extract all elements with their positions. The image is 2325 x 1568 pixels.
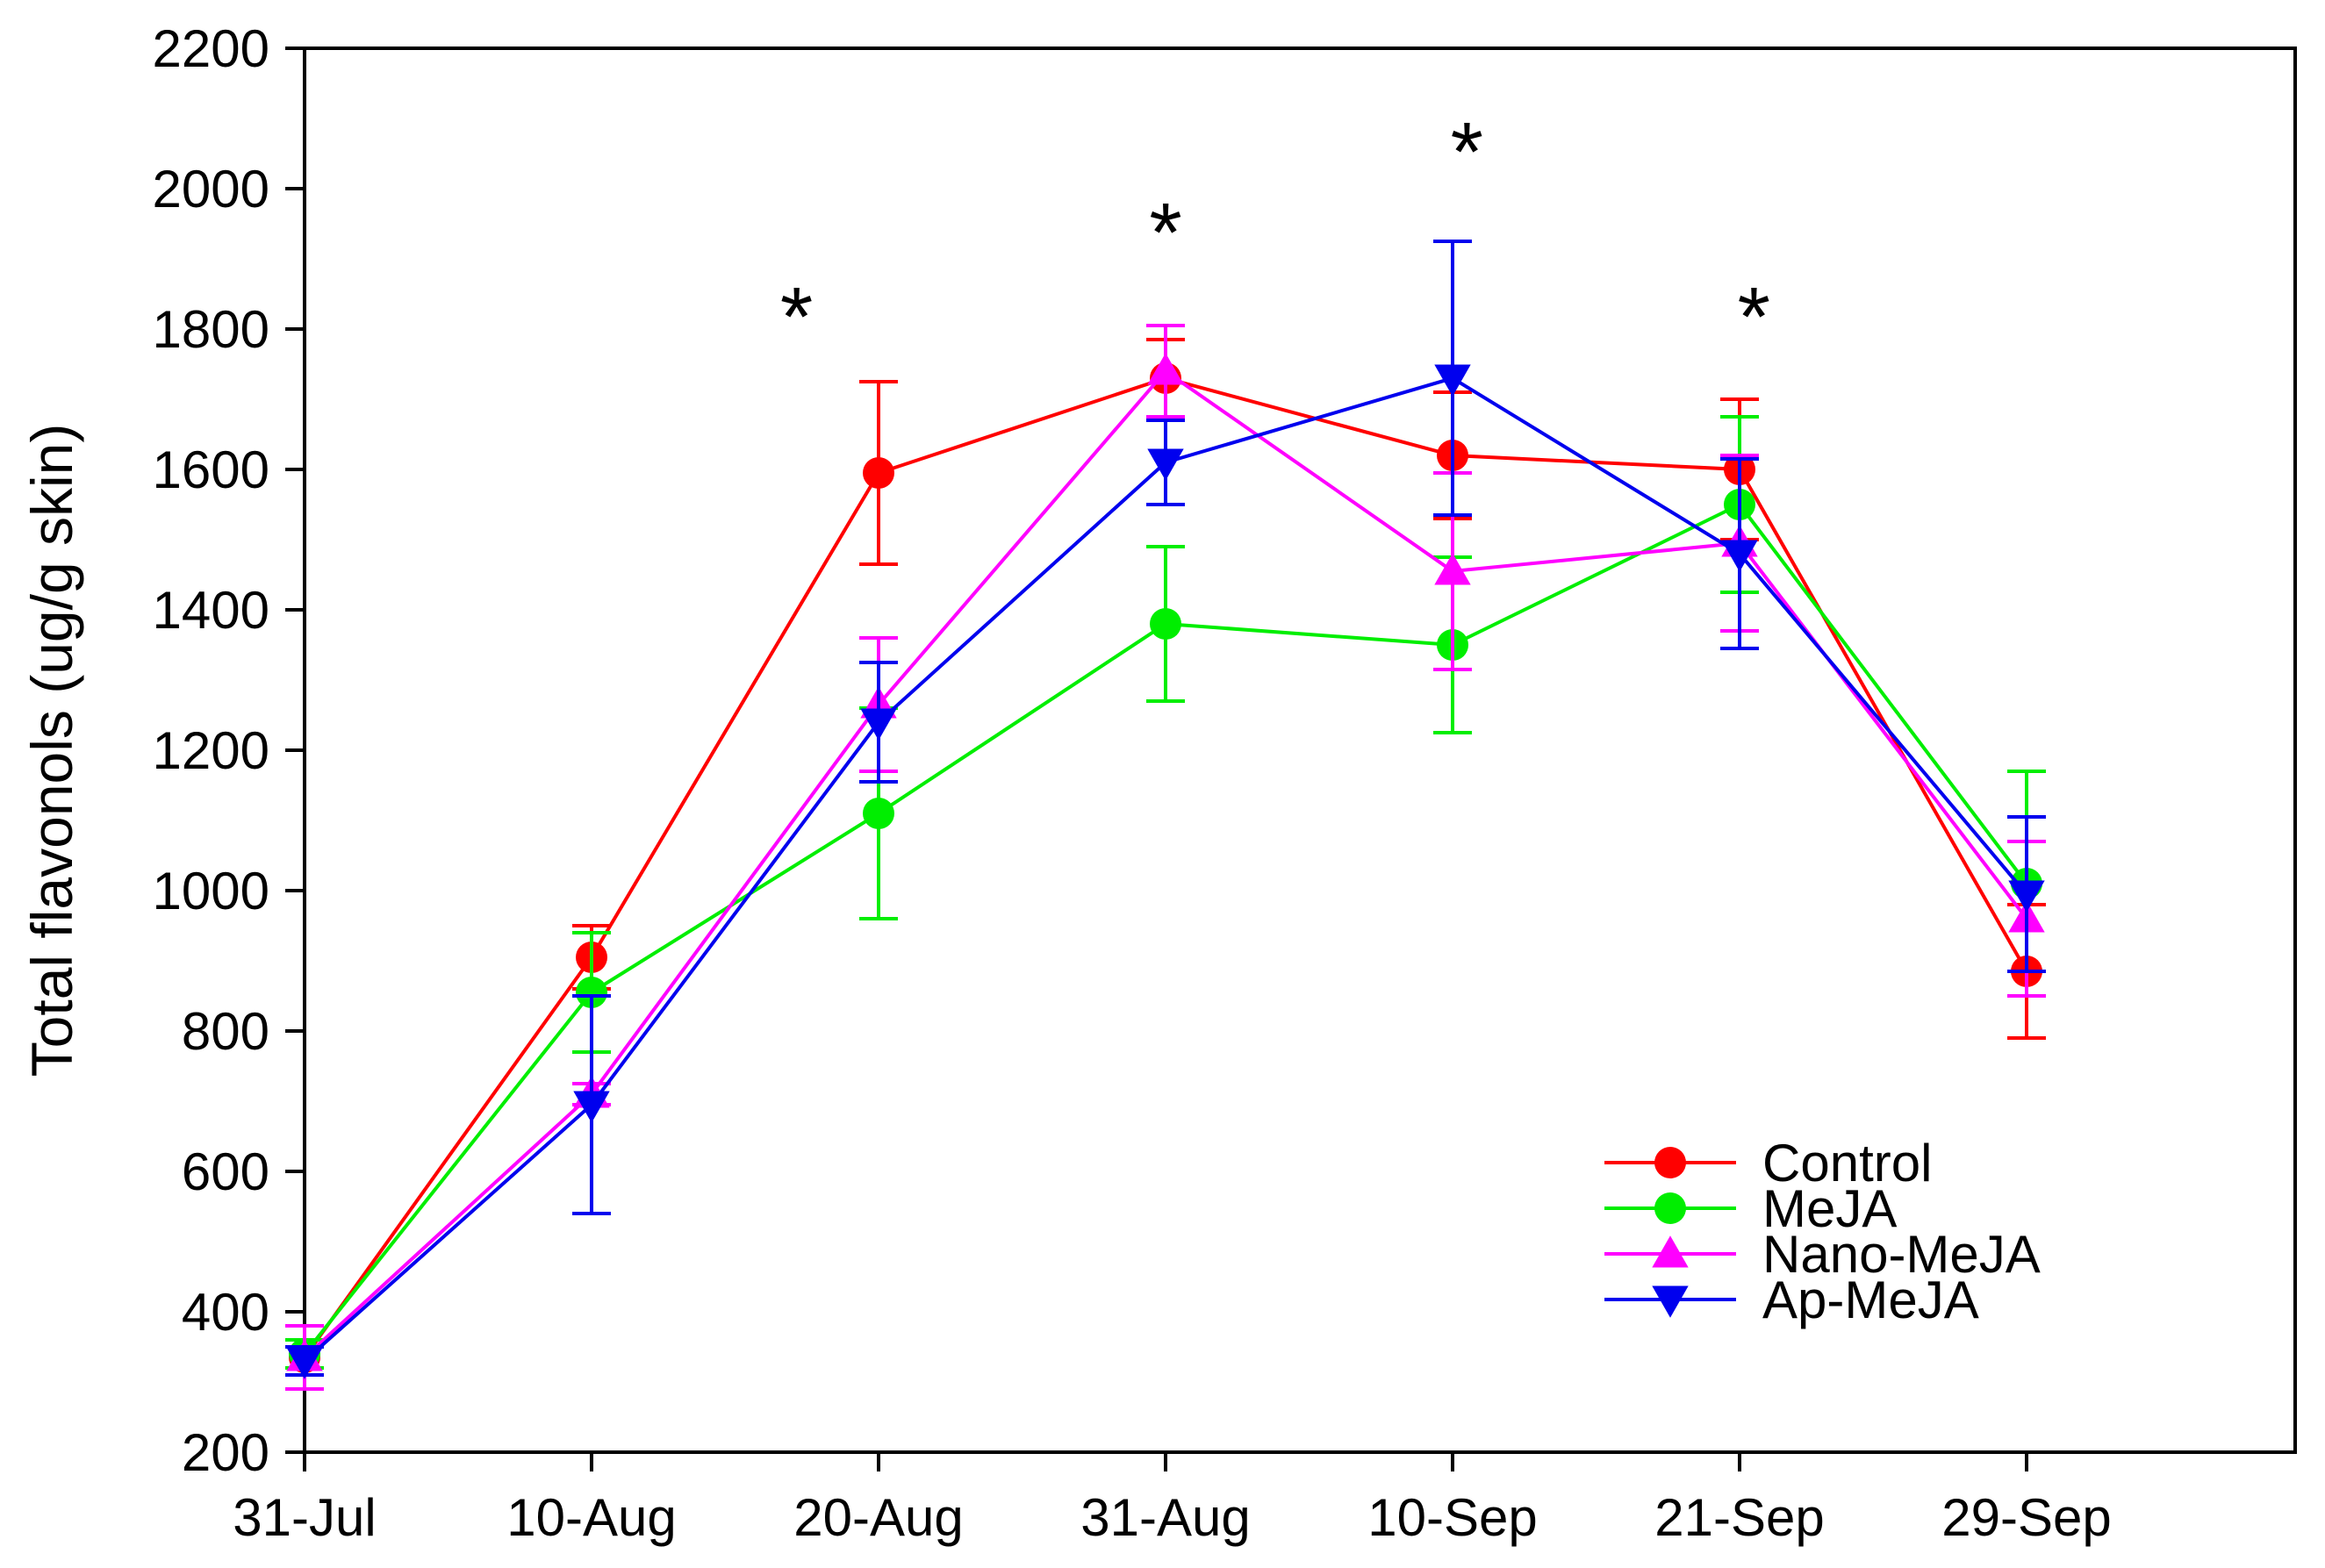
legend-label: Nano-MeJA — [1762, 1225, 2041, 1284]
x-tick-label: 20-Aug — [793, 1488, 963, 1547]
significance-star: * — [1149, 186, 1181, 280]
data-point — [573, 1091, 610, 1123]
series-layer — [285, 240, 2046, 1391]
y-tick-label: 400 — [182, 1283, 269, 1342]
significance-star: * — [1738, 270, 1770, 364]
series-ap-meja — [285, 240, 2046, 1379]
x-tick-label: 31-Aug — [1080, 1488, 1250, 1547]
significance-star: * — [1451, 105, 1483, 199]
legend-item-ap-meja: Ap-MeJA — [1604, 1271, 1979, 1329]
data-point — [863, 457, 894, 489]
x-tick-label: 10-Aug — [506, 1488, 676, 1547]
legend-item-nano-meja: Nano-MeJA — [1604, 1225, 2041, 1284]
x-tick-label: 21-Sep — [1654, 1488, 1824, 1547]
data-point — [1147, 448, 1184, 481]
data-point — [1721, 540, 1758, 572]
y-tick-label: 600 — [182, 1142, 269, 1201]
significance-annotations: * * * * — [780, 105, 1770, 364]
legend-item-control: Control — [1604, 1134, 1932, 1192]
legend-item-meja: MeJA — [1604, 1179, 1897, 1238]
data-point — [1434, 364, 1471, 397]
y-tick-label: 2000 — [153, 160, 269, 218]
y-tick-label: 1200 — [153, 721, 269, 780]
legend-marker — [1652, 1235, 1689, 1268]
data-point — [2008, 880, 2045, 913]
legend-marker — [1652, 1285, 1689, 1318]
y-tick-label: 1600 — [153, 440, 269, 499]
legend-marker — [1654, 1147, 1686, 1178]
data-point — [1150, 608, 1181, 640]
y-axis-title: Total flavonols (ug/g skin) — [19, 424, 84, 1078]
legend-label: Ap-MeJA — [1762, 1271, 1979, 1329]
y-tick-label: 1400 — [153, 581, 269, 640]
data-point — [860, 708, 897, 741]
legend-marker — [1654, 1192, 1686, 1224]
x-tick-label: 10-Sep — [1367, 1488, 1537, 1547]
data-point — [1434, 553, 1471, 585]
y-tick-label: 200 — [182, 1423, 269, 1482]
y-tick-label: 1000 — [153, 862, 269, 920]
data-point — [576, 977, 607, 1008]
legend-label: Control — [1762, 1134, 1932, 1192]
data-point — [863, 798, 894, 829]
y-tick-label: 800 — [182, 1002, 269, 1061]
x-tick-label: 31-Jul — [233, 1488, 376, 1547]
legend-label: MeJA — [1762, 1179, 1897, 1238]
y-tick-label: 1800 — [153, 300, 269, 359]
y-tick-label: 2200 — [153, 19, 269, 78]
data-point — [1147, 353, 1184, 385]
x-tick-label: 29-Sep — [1941, 1488, 2111, 1547]
axes: 200 400 600 800 1000 1200 1400 1600 1800 2000 2200… — [153, 19, 2297, 1547]
data-point — [286, 1347, 323, 1379]
significance-star: * — [780, 270, 813, 364]
